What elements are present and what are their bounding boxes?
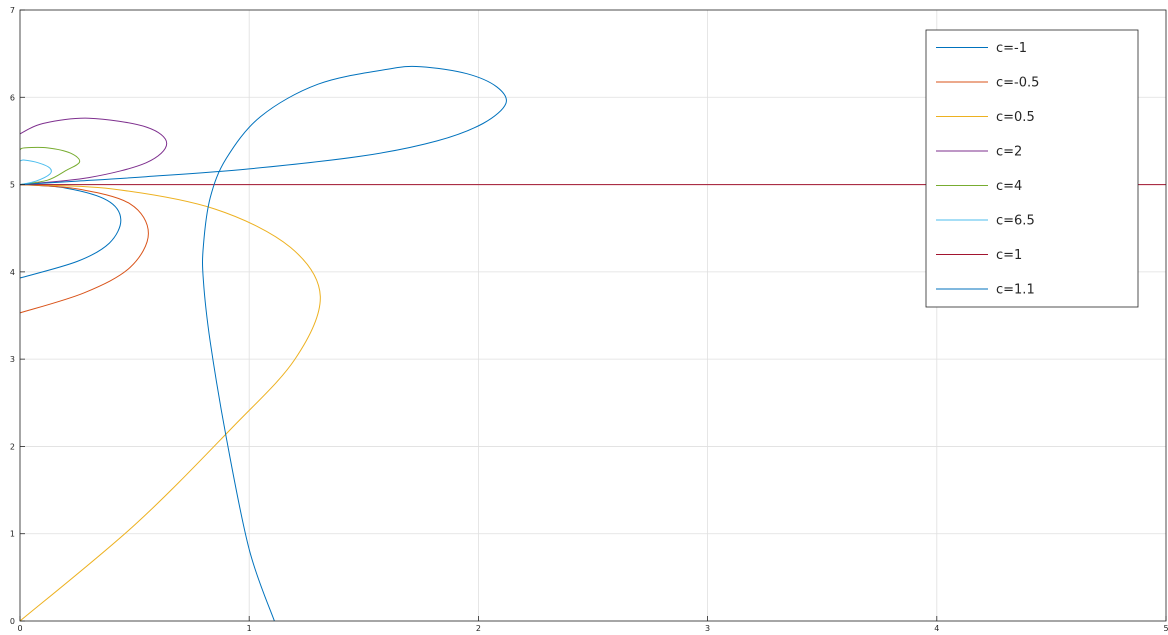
y-tick-label: 3: [10, 355, 15, 364]
series-line-3: [19, 184, 321, 622]
y-tick-label: 5: [10, 181, 15, 190]
legend-label: c=-0.5: [996, 76, 1039, 91]
y-tick-label: 2: [10, 442, 15, 451]
legend-box: [925, 29, 1139, 308]
legend-label: c=2: [996, 145, 1022, 160]
legend-label: c=4: [996, 179, 1022, 194]
x-tick-label: 5: [1163, 624, 1168, 633]
x-tick-label: 4: [934, 624, 939, 633]
series-line-4: [19, 117, 168, 186]
legend-label: c=6.5: [996, 214, 1035, 229]
y-tick-label: 1: [10, 530, 15, 539]
legend-label: c=0.5: [996, 110, 1035, 125]
legend-label: c=-1: [996, 41, 1027, 56]
series-line-8: [19, 65, 507, 622]
series-line-5: [19, 146, 81, 186]
series-line-1: [19, 184, 122, 279]
plot-frame: [19, 9, 1167, 622]
legend: c=-1 c=-0.5 c=0.5 c=2 c=4 c=6.5 c=1 c=1.1: [925, 29, 1139, 308]
x-tick-label: 0: [17, 624, 22, 633]
series-line-2: [19, 184, 149, 314]
y-tick-label: 7: [10, 6, 15, 15]
y-tick-label: 0: [10, 617, 15, 626]
axis-ticks: 0 1 2 3 4 5 0 1 2 3 4 5 6 7: [10, 6, 1168, 633]
series-line-6: [19, 159, 52, 186]
x-tick-label: 1: [247, 624, 252, 633]
x-tick-label: 2: [476, 624, 481, 633]
x-tick-label: 3: [705, 624, 710, 633]
y-tick-label: 6: [10, 93, 15, 102]
y-tick-label: 4: [10, 268, 15, 277]
legend-label: c=1.1: [996, 283, 1035, 298]
series-lines: [19, 65, 1166, 622]
legend-label: c=1: [996, 248, 1022, 263]
